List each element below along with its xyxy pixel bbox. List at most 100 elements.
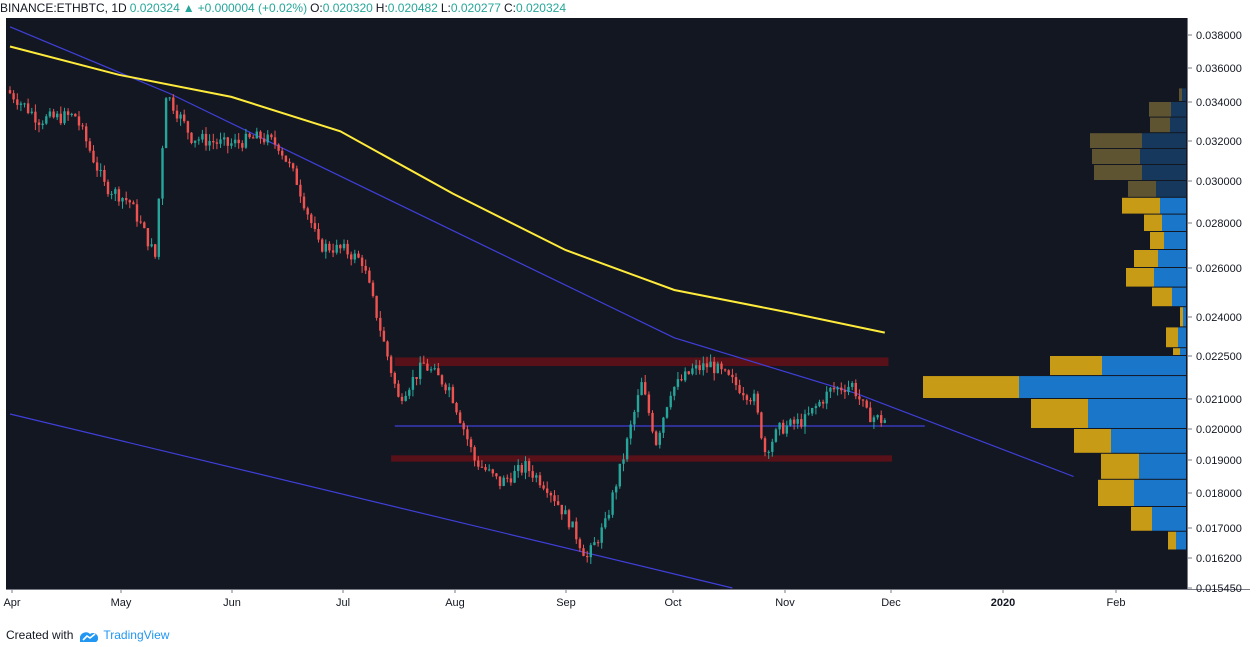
candle-body — [851, 383, 854, 387]
candle-body — [66, 111, 70, 115]
candle-body — [571, 521, 574, 528]
vp-buy-bar — [1031, 399, 1088, 428]
price-chart[interactable]: 0.038000 0.036000 0.034000 0.032000 0.030000… — [0, 18, 1256, 620]
vp-sell-bar — [1088, 399, 1186, 428]
candle-body — [288, 161, 291, 164]
candle-body — [306, 208, 309, 215]
candle-body — [698, 365, 701, 371]
tradingview-logo-icon[interactable] — [77, 629, 101, 643]
candle-body — [125, 198, 128, 201]
candle-body — [651, 412, 654, 432]
price-tick-label: 0.036000 — [1196, 63, 1242, 75]
candle-body — [771, 441, 774, 452]
candle-body — [201, 133, 204, 140]
candle-body — [440, 375, 444, 385]
vp-buy-bar — [1092, 149, 1140, 164]
candle-body — [233, 139, 237, 144]
candle-body — [542, 485, 545, 489]
candle-body — [121, 198, 124, 202]
candle-body — [277, 144, 280, 151]
candle-body — [811, 408, 814, 414]
price-axis-labels: 0.038000 0.036000 0.034000 0.032000 0.030000… — [1188, 30, 1242, 595]
candle-body — [74, 113, 77, 117]
candle-body — [371, 282, 375, 296]
tradingview-brand[interactable]: TradingView — [103, 628, 170, 642]
candle-body — [524, 461, 527, 473]
candle-body — [114, 189, 117, 194]
candle-body — [662, 417, 665, 433]
candle-body — [734, 377, 738, 386]
candle-body — [615, 486, 618, 493]
candle-body — [749, 400, 752, 402]
candle-body — [16, 99, 19, 105]
candle-body — [756, 393, 759, 413]
time-tick-label: Jun — [223, 597, 241, 609]
candle-body — [589, 545, 592, 558]
candle-body — [85, 126, 88, 142]
vp-buy-bar — [1101, 453, 1139, 479]
candle-body — [480, 466, 484, 468]
candle-body — [110, 193, 113, 195]
candle-body — [502, 477, 505, 486]
candle-body — [789, 419, 792, 426]
candle-body — [821, 401, 825, 404]
candle-body — [183, 114, 186, 122]
candle-body — [469, 439, 473, 448]
candle-body — [208, 141, 211, 146]
candle-body — [291, 163, 295, 169]
candle-body — [150, 244, 153, 247]
candle-body — [684, 371, 687, 381]
candle-body — [281, 150, 284, 156]
last-price: 0.020324 — [129, 1, 180, 15]
candle-body — [139, 221, 142, 223]
candle-body — [727, 370, 730, 375]
candle-body — [23, 103, 26, 105]
candle-body — [411, 377, 415, 390]
candle-body — [223, 137, 226, 140]
vp-buy-bar — [1131, 507, 1152, 531]
candle-body — [640, 382, 643, 396]
vp-sell-bar — [1111, 429, 1186, 453]
candle-body — [364, 265, 367, 271]
vp-sell-bar — [1142, 165, 1186, 180]
vp-sell-bar — [1182, 88, 1186, 101]
candle-body — [419, 362, 422, 379]
plot-area — [6, 18, 1187, 589]
candle-body — [41, 123, 44, 125]
candle-body — [644, 382, 647, 395]
candle-body — [774, 429, 778, 442]
candle-body — [324, 243, 327, 252]
vp-buy-bar — [1180, 307, 1183, 327]
time-tick-label: May — [111, 597, 132, 609]
candle-body — [422, 362, 425, 364]
trendlines — [9, 26, 1074, 589]
vp-buy-bar — [1098, 479, 1134, 506]
candle-body — [379, 317, 382, 331]
candle-body — [629, 424, 632, 439]
vp-buy-bar — [1152, 287, 1172, 307]
candle-body — [818, 401, 821, 407]
vp-buy-bar — [1166, 327, 1178, 348]
vp-sell-bar — [1158, 250, 1186, 267]
candle-body — [433, 368, 436, 370]
candle-body — [342, 243, 346, 249]
candle-body — [680, 379, 683, 381]
candle-body — [81, 125, 84, 127]
candle-body — [807, 413, 810, 415]
candle-body — [883, 420, 886, 423]
candle-body — [669, 395, 672, 408]
candle-body — [237, 139, 240, 144]
candle-body — [415, 377, 418, 379]
vp-sell-bar — [1139, 453, 1186, 479]
candle-body — [444, 384, 447, 391]
candle-body — [825, 391, 828, 404]
vp-buy-bar — [1150, 117, 1170, 133]
candle-body — [164, 98, 168, 149]
candle-body — [709, 361, 712, 368]
candle-body — [600, 527, 603, 543]
candle-body — [578, 539, 582, 549]
candle-body — [473, 447, 476, 461]
time-tick-label: Aug — [445, 597, 465, 609]
candle-body — [389, 356, 393, 373]
candle-body — [197, 139, 200, 141]
